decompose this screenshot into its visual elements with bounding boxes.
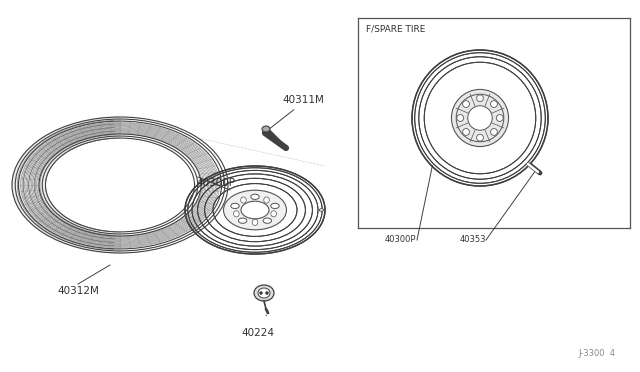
Ellipse shape [477, 95, 483, 102]
Ellipse shape [271, 203, 279, 209]
Ellipse shape [490, 101, 497, 108]
Ellipse shape [264, 197, 269, 203]
Text: 40353: 40353 [460, 235, 486, 244]
Ellipse shape [262, 126, 270, 132]
Text: 40224: 40224 [241, 328, 275, 338]
Ellipse shape [451, 89, 509, 147]
Ellipse shape [186, 166, 324, 254]
Ellipse shape [413, 51, 547, 185]
Ellipse shape [234, 211, 239, 217]
Ellipse shape [241, 197, 246, 203]
Ellipse shape [239, 218, 247, 223]
Ellipse shape [251, 194, 259, 199]
Ellipse shape [266, 292, 269, 295]
Ellipse shape [271, 211, 276, 217]
Ellipse shape [490, 129, 497, 135]
Polygon shape [12, 117, 120, 253]
Ellipse shape [497, 115, 503, 121]
Text: 40311M: 40311M [282, 95, 324, 105]
Ellipse shape [457, 115, 463, 121]
Ellipse shape [252, 219, 258, 225]
Ellipse shape [263, 218, 271, 223]
Text: 40300P: 40300P [385, 235, 417, 244]
Text: F/SPARE TIRE: F/SPARE TIRE [366, 24, 426, 33]
Ellipse shape [477, 134, 483, 141]
Ellipse shape [223, 190, 287, 230]
Ellipse shape [258, 288, 270, 298]
Ellipse shape [231, 203, 239, 209]
Ellipse shape [259, 292, 262, 295]
Ellipse shape [241, 201, 269, 219]
Ellipse shape [468, 106, 492, 130]
Ellipse shape [463, 129, 470, 135]
Ellipse shape [254, 285, 274, 301]
Ellipse shape [319, 209, 324, 211]
Text: J-3300  4: J-3300 4 [578, 349, 615, 358]
Text: 40300P: 40300P [196, 178, 235, 188]
Ellipse shape [463, 101, 470, 108]
Text: 40312M: 40312M [57, 286, 99, 296]
